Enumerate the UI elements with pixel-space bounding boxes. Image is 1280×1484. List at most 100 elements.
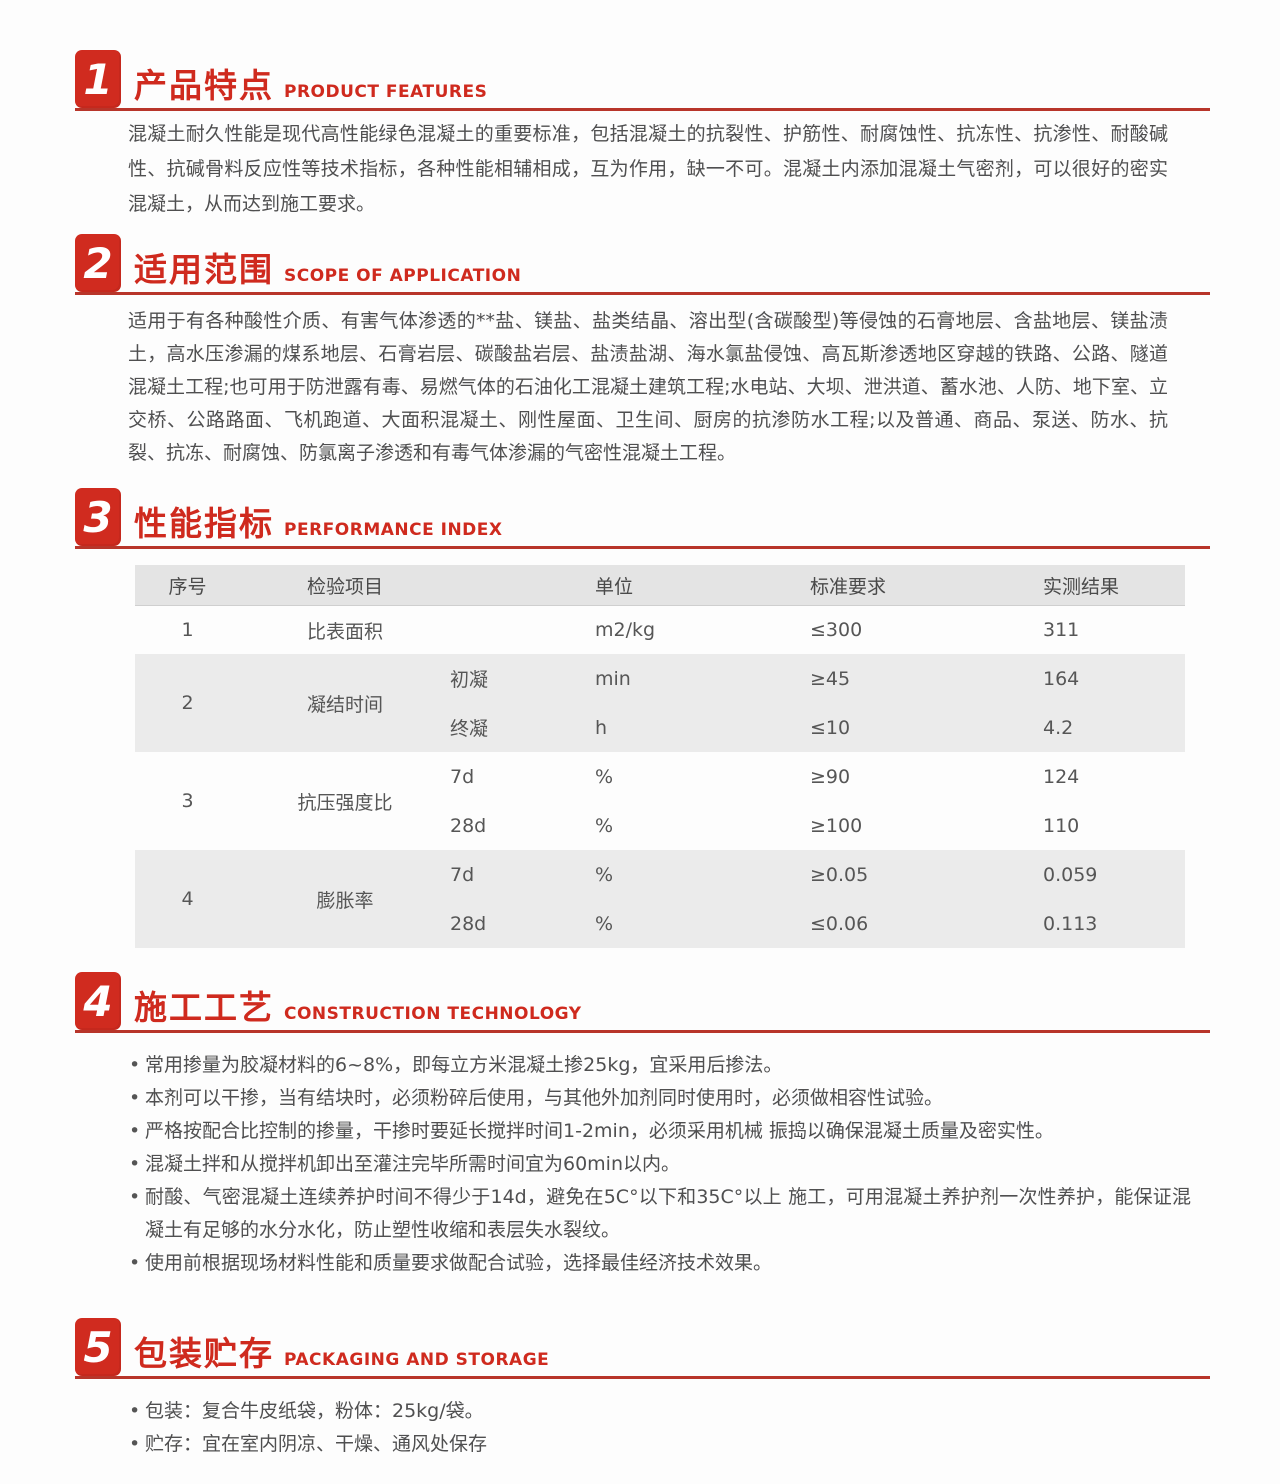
cell-sub: 7d (450, 863, 475, 886)
table-row: 7d % ≥0.05 0.059 (450, 850, 1185, 899)
cell-item: 抗压强度比 (297, 791, 393, 814)
section-title-zh: 产品特点 (134, 66, 274, 105)
construction-steps-list: 常用掺量为胶凝材料的6~8%，即每立方米混凝土掺25kg，宜采用后掺法。 本剂可… (127, 1049, 1210, 1280)
group-entries: 7d % ≥0.05 0.059 28d % ≤0.06 0.113 (450, 850, 1185, 948)
section-scope-of-application: 2 适用范围 SCOPE OF APPLICATION 适用于有各种酸性介质、有… (75, 234, 1210, 470)
cell-standard: ≥45 (810, 667, 851, 690)
table-row-group-4: 4 膨胀率 7d % ≥0.05 0.059 28d % ≤0.06 0.113 (135, 850, 1185, 948)
section-4-titles: 施工工艺 CONSTRUCTION TECHNOLOGY (134, 981, 582, 1029)
section-title-en: CONSTRUCTION TECHNOLOGY (284, 1004, 582, 1024)
table-row-group-1: 1 比表面积 m2/kg ≤300 311 (135, 606, 1185, 654)
cell-sub: 28d (450, 814, 487, 837)
cell-standard: ≥90 (810, 765, 851, 788)
list-item: 使用前根据现场材料性能和质量要求做配合试验，选择最佳经济技术效果。 (127, 1247, 1191, 1280)
cell-result: 110 (1043, 814, 1080, 837)
cell-standard: ≤0.06 (810, 912, 869, 935)
section-title-zh: 包装贮存 (134, 1334, 274, 1373)
cell-result: 124 (1043, 765, 1080, 788)
list-item: 常用掺量为胶凝材料的6~8%，即每立方米混凝土掺25kg，宜采用后掺法。 (127, 1049, 1191, 1082)
section-1-titles: 产品特点 PRODUCT FEATURES (134, 59, 487, 107)
list-item: 贮存：宜在室内阴凉、干燥、通风处保存 (127, 1428, 1191, 1461)
group-entries: 初凝 min ≥45 164 终凝 h ≤10 4.2 (450, 654, 1185, 752)
section-title-zh: 施工工艺 (134, 988, 274, 1027)
list-item: 包装：复合牛皮纸袋，粉体：25kg/袋。 (127, 1395, 1191, 1428)
section-2-titles: 适用范围 SCOPE OF APPLICATION (134, 243, 521, 291)
list-item: 混凝土拌和从搅拌机卸出至灌注完毕所需时间宜为60min以内。 (127, 1148, 1191, 1181)
table-row: 终凝 h ≤10 4.2 (450, 703, 1185, 752)
section-number: 2 (83, 238, 113, 288)
section-1-number-badge: 1 (75, 50, 121, 108)
cell-sub: 28d (450, 912, 487, 935)
col-header-result: 实测结果 (1043, 575, 1120, 598)
cell-standard: ≤10 (810, 716, 851, 739)
cell-sub: 初凝 (450, 669, 489, 691)
section-3-header: 3 性能指标 PERFORMANCE INDEX (75, 488, 1210, 549)
col-header-item: 检验项目 (306, 575, 383, 598)
table-row: 28d % ≤0.06 0.113 (450, 899, 1185, 948)
table-row-group-2: 2 凝结时间 初凝 min ≥45 164 终凝 h ≤10 4.2 (135, 654, 1185, 752)
section-performance-index: 3 性能指标 PERFORMANCE INDEX 序号 检验项目 单位 标准要求… (75, 488, 1210, 948)
list-item: 耐酸、气密混凝土连续养护时间不得少于14d，避免在5C°以下和35C°以上 施工… (127, 1181, 1191, 1247)
cell-no: 2 (181, 692, 194, 714)
group-entries: m2/kg ≤300 311 (450, 606, 1185, 654)
cell-result: 311 (1043, 619, 1080, 641)
section-3-number-badge: 3 (75, 488, 121, 546)
section-4-header: 4 施工工艺 CONSTRUCTION TECHNOLOGY (75, 972, 1210, 1033)
group-entries: 7d % ≥90 124 28d % ≥100 110 (450, 752, 1185, 850)
section-2-number-badge: 2 (75, 234, 121, 292)
list-item: 严格按配合比控制的掺量，干掺时要延长搅拌时间1-2min，必须采用机械 振捣以确… (127, 1115, 1191, 1148)
section-packaging-storage: 5 包装贮存 PACKAGING AND STORAGE 包装：复合牛皮纸袋，粉… (75, 1318, 1210, 1461)
section-number: 5 (83, 1322, 113, 1372)
section-5-header: 5 包装贮存 PACKAGING AND STORAGE (75, 1318, 1210, 1379)
section-2-header: 2 适用范围 SCOPE OF APPLICATION (75, 234, 1210, 295)
cell-no: 3 (181, 790, 194, 812)
section-construction-technology: 4 施工工艺 CONSTRUCTION TECHNOLOGY 常用掺量为胶凝材料… (75, 972, 1210, 1280)
cell-sub: 终凝 (450, 718, 489, 740)
cell-unit: m2/kg (595, 619, 656, 641)
section-5-titles: 包装贮存 PACKAGING AND STORAGE (134, 1327, 549, 1375)
cell-sub: 7d (450, 765, 475, 788)
section-title-en: SCOPE OF APPLICATION (284, 266, 522, 286)
col-header-standard: 标准要求 (810, 575, 887, 598)
section-title-en: PERFORMANCE INDEX (284, 520, 503, 540)
col-header-unit: 单位 (595, 575, 634, 598)
cell-unit: h (595, 716, 608, 739)
cell-unit: % (595, 765, 614, 788)
cell-unit: % (595, 814, 614, 837)
cell-standard: ≥0.05 (810, 863, 869, 886)
section-title-en: PACKAGING AND STORAGE (284, 1350, 550, 1370)
table-row-group-3: 3 抗压强度比 7d % ≥90 124 28d % ≥100 110 (135, 752, 1185, 850)
table-row: 初凝 min ≥45 164 (450, 654, 1185, 703)
section-product-features: 1 产品特点 PRODUCT FEATURES 混凝土耐久性能是现代高性能绿色混… (75, 50, 1210, 222)
section-title-zh: 性能指标 (134, 504, 274, 543)
section-number: 1 (83, 54, 113, 104)
cell-unit: min (595, 667, 631, 690)
section-5-number-badge: 5 (75, 1318, 121, 1376)
cell-unit: % (595, 863, 614, 886)
scope-paragraph: 适用于有各种酸性介质、有害气体渗透的**盐、镁盐、盐类结晶、溶出型(含碳酸型)等… (128, 310, 1168, 464)
cell-result: 4.2 (1043, 716, 1074, 739)
section-4-number-badge: 4 (75, 972, 121, 1030)
cell-result: 0.059 (1043, 863, 1098, 886)
table-row: 28d % ≥100 110 (450, 801, 1185, 850)
packaging-storage-list: 包装：复合牛皮纸袋，粉体：25kg/袋。 贮存：宜在室内阴凉、干燥、通风处保存 (127, 1395, 1210, 1461)
cell-no: 1 (181, 619, 194, 641)
cell-no: 4 (181, 888, 194, 910)
table-row: m2/kg ≤300 311 (450, 606, 1185, 654)
product-features-paragraph: 混凝土耐久性能是现代高性能绿色混凝土的重要标准，包括混凝土的抗裂性、护筋性、耐腐… (128, 123, 1168, 215)
cell-result: 0.113 (1043, 912, 1098, 935)
table-header-row: 序号 检验项目 单位 标准要求 实测结果 (135, 565, 1185, 606)
section-number: 4 (83, 976, 113, 1026)
cell-standard: ≥100 (810, 814, 863, 837)
list-item: 本剂可以干掺，当有结块时，必须粉碎后使用，与其他外加剂同时使用时，必须做相容性试… (127, 1082, 1191, 1115)
section-title-zh: 适用范围 (134, 250, 274, 289)
col-header-no: 序号 (168, 575, 207, 598)
section-1-header: 1 产品特点 PRODUCT FEATURES (75, 50, 1210, 111)
performance-table: 序号 检验项目 单位 标准要求 实测结果 1 比表面积 m2/kg ≤300 3… (135, 565, 1185, 948)
section-number: 3 (83, 492, 113, 542)
section-title-en: PRODUCT FEATURES (284, 82, 488, 102)
cell-result: 164 (1043, 667, 1080, 690)
table-row: 7d % ≥90 124 (450, 752, 1185, 801)
cell-item: 凝结时间 (306, 693, 383, 716)
cell-item: 比表面积 (306, 620, 383, 643)
